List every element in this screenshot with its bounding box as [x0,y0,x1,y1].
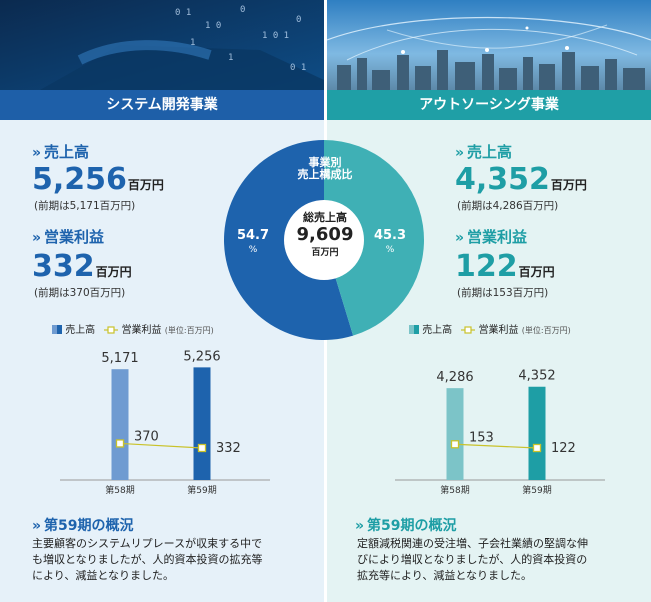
right-category-label-1: 第58期 [440,484,469,496]
total-sales-unit: 百万円 [311,248,339,258]
right-sales-value: 4,352百万円 [455,162,587,197]
left-sales-bar-2 [193,367,211,480]
left-chart-legend: 売上高 営業利益 (単位:百万円) [52,321,214,336]
right-profit-point-2 [532,443,542,453]
legend-sales: 売上高 [65,325,96,336]
legend-line-marker [461,325,476,334]
left-profit-label: » 営業利益 [32,228,105,246]
right-sales-label: » 売上高 [455,143,513,161]
legend-sales: 売上高 [422,325,453,336]
legend-swatch-curr [57,325,62,334]
donut-pct-outsourcing: 45.3% [373,228,407,256]
right-category-label-2: 第59期 [522,484,551,496]
total-sales-label: 総売上高 [303,211,347,224]
segment-donut-chart [224,140,424,340]
legend-unit: (単位:百万円) [521,326,571,335]
left-profit-point-1 [115,439,125,448]
svg-text:1 0 1: 1 0 1 [262,31,289,41]
left-sales-bar-1 [111,369,129,480]
left-sales-label: » 売上高 [32,143,90,161]
left-profit-line [119,442,203,449]
left-category-label-1: 第58期 [105,484,134,496]
right-bar-line-chart: 4,286 第58期 4,352 第59期 153 122 [395,369,605,496]
legend-swatch-prev [409,325,414,334]
banner-outsourcing: アウトソーシング事業 [327,90,651,120]
right-profit-value-label-2: 122 [551,441,576,456]
right-sales-prev: (前期は4,286百万円) [457,200,559,212]
left-profit-value-label-2: 332 [216,441,241,456]
right-sales-value-label-2: 4,352 [518,369,555,384]
legend-profit: 営業利益 [121,325,162,336]
donut-hole [284,200,364,280]
svg-text:0 1: 0 1 [290,63,306,73]
left-bar-line-chart: 5,171 第58期 5,256 第59期 370 332 [60,349,270,496]
left-sales-prev: (前期は5,171百万円) [34,200,136,212]
legend-swatch-curr [414,325,419,334]
keyboard-photo: 0 1 1 0 0 1 0 1 0 1 0 1 1 [0,0,324,90]
right-summary-title: » 第59期の概況 [355,518,457,534]
svg-text:0 1: 0 1 [175,8,191,18]
donut-slice-outsourcing [324,140,424,336]
left-profit-value: 332百万円 [32,249,132,284]
svg-text:1 0: 1 0 [205,21,221,31]
left-sales-value: 5,256百万円 [32,162,164,197]
donut-center-total: 総売上高 9,609 百万円 [280,209,370,258]
right-profit-prev: (前期は153百万円) [457,287,549,299]
total-sales-value: 9,609 [296,224,354,245]
right-sales-value-label-1: 4,286 [436,370,473,385]
donut-pct-system-development: 54.7% [236,228,270,256]
left-sales-value-label-1: 5,171 [101,351,138,366]
legend-profit: 営業利益 [478,325,519,336]
legend-line-marker [104,325,119,334]
legend-unit: (単位:百万円) [164,326,214,335]
svg-text:0: 0 [296,15,301,25]
right-sales-bar-1 [446,388,464,480]
left-summary-text: 主要顧客のシステムリプレースが収束する中で も増収となりましたが、人的資本投資の拡… [32,537,263,582]
right-profit-value-label-1: 153 [469,430,494,445]
left-profit-prev: (前期は370百万円) [34,287,126,299]
banner-system-development: システム開発事業 [0,90,324,120]
city-network-photo [327,0,651,90]
left-profit-point-2 [197,443,207,453]
svg-text:1: 1 [190,38,195,48]
left-sales-value-label-2: 5,256 [183,349,220,364]
right-profit-line [454,443,538,449]
left-profit-value-label-1: 370 [134,429,159,444]
svg-text:1: 1 [228,53,233,63]
left-summary-title: » 第59期の概況 [32,518,134,534]
left-category-label-2: 第59期 [187,484,216,496]
right-sales-bar-2 [528,386,546,480]
svg-text:0: 0 [240,5,245,15]
right-profit-point-1 [450,440,460,449]
right-profit-value: 122百万円 [455,249,555,284]
donut-title: 事業別 売上構成比 [297,156,353,181]
legend-swatch-prev [52,325,57,334]
right-summary-text: 定額減税関連の受注増、子会社業績の堅調な伸 びにより増収となりましたが、人的資本投… [357,537,588,582]
right-profit-label: » 営業利益 [455,228,528,246]
right-chart-legend: 売上高 営業利益 (単位:百万円) [409,321,571,336]
